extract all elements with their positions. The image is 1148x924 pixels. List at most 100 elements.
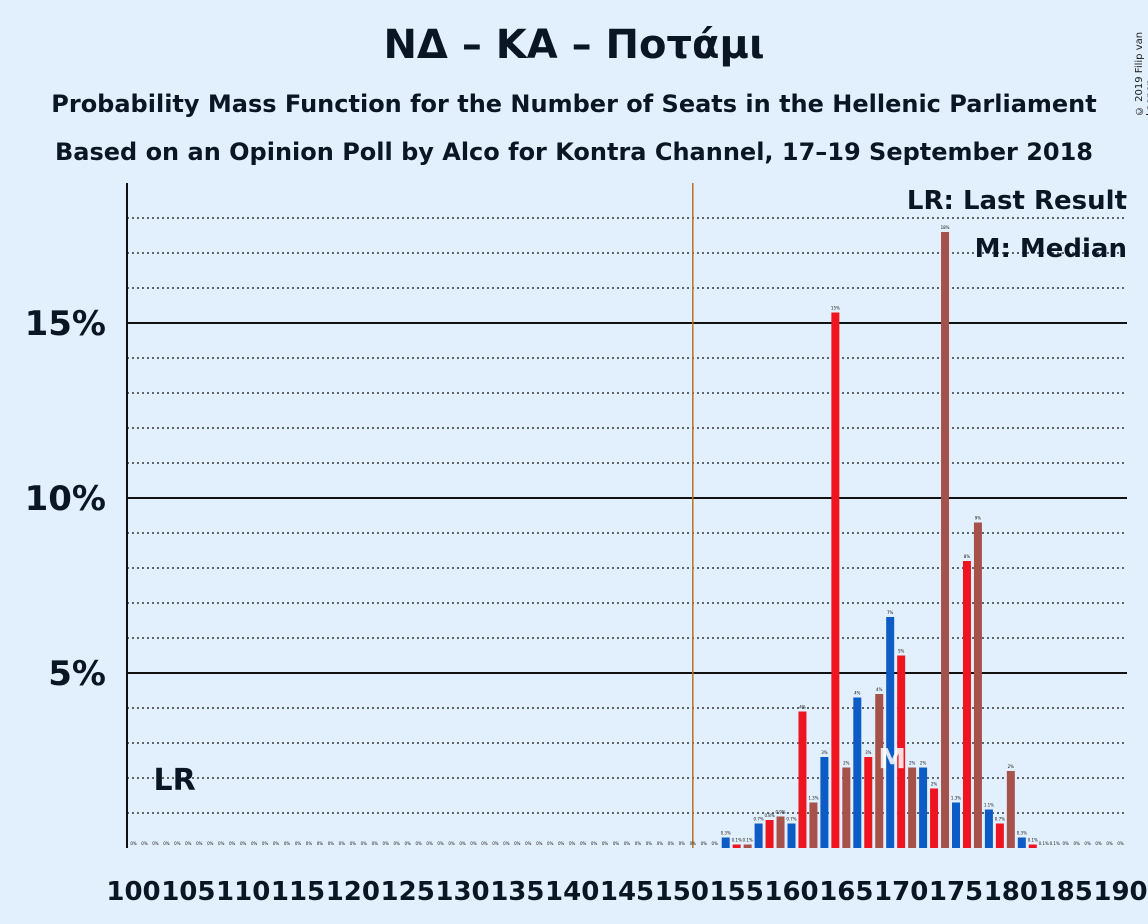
- bar-value-label: 0%: [251, 841, 258, 846]
- bar-value-label: 2%: [843, 761, 850, 766]
- x-tick-label: 190: [1093, 877, 1147, 907]
- bar-value-label: 0%: [624, 841, 631, 846]
- chart-subtitle-1: Probability Mass Function for the Number…: [51, 90, 1097, 118]
- bar-value-label: 0%: [404, 841, 411, 846]
- x-tick-label: 155: [710, 877, 764, 907]
- x-tick-label: 130: [435, 877, 489, 907]
- y-tick-label: 5%: [48, 654, 106, 694]
- bar-value-label: 18%: [941, 225, 950, 230]
- bar-value-label: 0%: [536, 841, 543, 846]
- last-result-marker: LR: [154, 763, 196, 798]
- bar-value-label: 0.1%: [732, 838, 742, 843]
- bar-value-label: 0%: [591, 841, 598, 846]
- bar-value-label: 0%: [613, 841, 620, 846]
- bar-value-label: 0%: [174, 841, 181, 846]
- minor-gridlines: [127, 217, 1127, 814]
- bar-value-label: 0%: [185, 841, 192, 846]
- bar-value-label: 0%: [328, 841, 335, 846]
- bar-value-label: 0%: [196, 841, 203, 846]
- x-tick-label: 165: [819, 877, 873, 907]
- bar-value-label: 0.7%: [754, 817, 764, 822]
- bar-value-label: 0.1%: [743, 838, 753, 843]
- bar-value-label: 0%: [1117, 841, 1124, 846]
- bar-value-label: 0%: [361, 841, 368, 846]
- bar-labels-group: 0% 0% 0% 0% 0% 0% 0% 0% 0% 0% 0% 0% 0% 0% 0% 0% 0% 0% 0% 0%…: [130, 225, 1124, 846]
- bar-value-label: 0%: [273, 841, 280, 846]
- bar: [952, 802, 960, 848]
- legend-median: M: Median: [975, 234, 1127, 264]
- bar: [984, 809, 993, 848]
- x-tick-label: 170: [874, 877, 928, 907]
- bar: [809, 802, 818, 848]
- x-tick-label: 135: [490, 877, 544, 907]
- bar: [1017, 837, 1026, 848]
- bar-value-label: 0%: [339, 841, 346, 846]
- x-tick-label: 180: [984, 877, 1038, 907]
- bar-value-label: 0%: [1073, 841, 1080, 846]
- bar-value-label: 0%: [317, 841, 324, 846]
- bar-value-label: 0%: [525, 841, 532, 846]
- bar-value-label: 0%: [569, 841, 576, 846]
- bar: [798, 711, 807, 848]
- bar-value-label: 0%: [470, 841, 477, 846]
- bar-value-label: 7%: [887, 610, 894, 615]
- bar: [820, 757, 829, 848]
- x-tick-label: 150: [655, 877, 709, 907]
- x-tick-label: 160: [764, 877, 818, 907]
- bar-value-label: 0%: [372, 841, 379, 846]
- median-marker: M: [878, 742, 906, 775]
- bar-value-label: 8%: [964, 554, 971, 559]
- bar: [754, 823, 763, 848]
- bar-value-label: 0%: [394, 841, 401, 846]
- bar-value-label: 3%: [821, 750, 828, 755]
- bar-value-label: 0%: [448, 841, 455, 846]
- legend-group: LR: Last Result M: Median: [907, 186, 1127, 264]
- bar-value-label: 9%: [975, 516, 982, 521]
- bar-value-label: 0%: [657, 841, 664, 846]
- bar-value-label: 0.3%: [721, 831, 731, 836]
- bar-value-label: 0%: [503, 841, 510, 846]
- bar-value-label: 0%: [306, 841, 313, 846]
- bar-value-label: 0%: [481, 841, 488, 846]
- y-tick-labels: 5% 10% 15%: [25, 304, 106, 694]
- markers-group: LR M: [154, 742, 907, 798]
- x-tick-label: 140: [545, 877, 599, 907]
- major-gridlines: [127, 322, 1127, 674]
- bar-value-label: 0%: [383, 841, 390, 846]
- bar-value-label: 0.1%: [1039, 841, 1049, 846]
- bar: [1006, 771, 1015, 848]
- bar: [973, 522, 982, 848]
- bar: [765, 820, 774, 848]
- bar-value-label: 3%: [865, 750, 872, 755]
- bar-value-label: 0%: [130, 841, 137, 846]
- bar-value-label: 0%: [580, 841, 587, 846]
- bar: [941, 232, 950, 848]
- bar: [919, 767, 928, 848]
- bar: [908, 767, 917, 848]
- bar: [875, 694, 884, 848]
- bar-value-label: 0%: [646, 841, 653, 846]
- bar-value-label: 0.7%: [995, 817, 1005, 822]
- bar-value-label: 0%: [514, 841, 521, 846]
- bar: [776, 816, 785, 848]
- bar-value-label: 0%: [1084, 841, 1091, 846]
- x-tick-label: 175: [929, 877, 983, 907]
- bar: [886, 617, 895, 848]
- bar-value-label: 0%: [558, 841, 565, 846]
- bar-value-label: 0%: [492, 841, 499, 846]
- bar: [930, 788, 939, 848]
- bar-value-label: 0%: [712, 841, 719, 846]
- bar: [732, 844, 741, 848]
- bar-value-label: 4%: [854, 691, 861, 696]
- bar-value-label: 0%: [426, 841, 433, 846]
- bar-value-label: 15%: [831, 306, 840, 311]
- x-tick-label: 185: [1039, 877, 1093, 907]
- bar: [787, 823, 796, 848]
- bar-value-label: 0%: [229, 841, 236, 846]
- bar-value-label: 0.1%: [1028, 838, 1038, 843]
- bar-value-label: 0%: [141, 841, 148, 846]
- bar-value-label: 0%: [437, 841, 444, 846]
- x-tick-labels: 100 105 110 115 120 125 130 135 140 145 150 155 160 1…: [106, 877, 1147, 907]
- bar-value-label: 0%: [1106, 841, 1113, 846]
